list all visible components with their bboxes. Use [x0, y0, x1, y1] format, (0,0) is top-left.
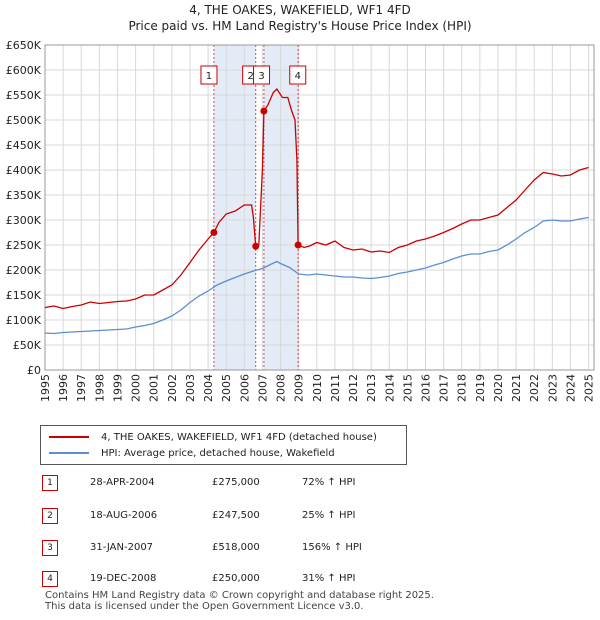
transaction-marker-label: 2	[247, 71, 253, 82]
transaction-date: 19-DEC-2008	[90, 573, 157, 584]
y-tick-label: £0	[27, 364, 41, 377]
transaction-price: £250,000	[212, 573, 260, 584]
x-tick-label: 2021	[510, 374, 523, 402]
x-tick-label: 2010	[311, 374, 324, 402]
x-tick-label: 2007	[256, 374, 269, 402]
y-tick-label: £100K	[6, 314, 42, 327]
y-tick-label: £50K	[13, 339, 42, 352]
x-tick-label: 2018	[456, 374, 469, 402]
x-tick-label: 2016	[419, 374, 432, 402]
transaction-hpi: 156% ↑ HPI	[302, 542, 362, 553]
x-tick-label: 2020	[492, 374, 505, 402]
transaction-row: 4 19-DEC-2008 £250,000 31% ↑ HPI	[40, 569, 420, 589]
y-tick-label: £500K	[6, 114, 42, 127]
x-tick-label: 2011	[329, 374, 342, 402]
transaction-number: 1	[42, 475, 58, 491]
transaction-date: 18-AUG-2006	[90, 510, 158, 521]
x-tick-label: 2008	[275, 374, 288, 402]
transaction-price: £247,500	[212, 510, 260, 521]
transaction-number: 3	[42, 540, 58, 556]
transaction-marker-box	[200, 65, 218, 85]
x-tick-label: 2015	[401, 374, 414, 402]
transaction-date: 28-APR-2004	[90, 477, 155, 488]
x-tick-label: 1999	[111, 374, 124, 402]
transaction-hpi: 31% ↑ HPI	[302, 573, 356, 584]
x-tick-label: 2012	[347, 374, 360, 402]
x-tick-label: 2006	[238, 374, 251, 402]
transaction-point	[210, 229, 218, 236]
y-tick-label: £650K	[6, 39, 42, 52]
y-tick-label: £300K	[6, 214, 42, 227]
transaction-marker-label: 4	[295, 71, 301, 82]
y-tick-label: £350K	[6, 189, 42, 202]
x-tick-label: 2003	[184, 374, 197, 402]
x-tick-label: 2013	[365, 374, 378, 402]
transaction-marker-label: 1	[206, 71, 212, 82]
shaded-period	[213, 45, 256, 370]
x-tick-label: 2017	[438, 374, 451, 402]
transaction-marker-box	[289, 65, 307, 85]
x-tick-label: 2005	[220, 374, 233, 402]
plot-area	[44, 44, 595, 371]
y-tick-label: £550K	[6, 89, 42, 102]
chart-legend: 4, THE OAKES, WAKEFIELD, WF1 4FD (detach…	[40, 425, 407, 465]
legend-item-property: 4, THE OAKES, WAKEFIELD, WF1 4FD (detach…	[49, 430, 377, 444]
transaction-number: 2	[42, 508, 58, 524]
transaction-hpi: 72% ↑ HPI	[302, 477, 356, 488]
x-tick-label: 1998	[93, 374, 106, 402]
transaction-row: 1 28-APR-2004 £275,000 72% ↑ HPI	[40, 473, 420, 493]
transaction-row: 2 18-AUG-2006 £247,500 25% ↑ HPI	[40, 506, 420, 526]
y-tick-label: £450K	[6, 139, 42, 152]
x-tick-label: 2004	[202, 374, 215, 402]
x-tick-label: 2009	[293, 374, 306, 402]
legend-label-property: 4, THE OAKES, WAKEFIELD, WF1 4FD (detach…	[101, 431, 377, 443]
transaction-price: £275,000	[212, 477, 260, 488]
transaction-date: 31-JAN-2007	[90, 542, 154, 553]
footer-copyright: Contains HM Land Registry data © Crown c…	[45, 590, 434, 601]
x-tick-label: 2000	[130, 374, 143, 402]
transaction-point	[252, 242, 260, 250]
footer-licence: This data is licensed under the Open Gov…	[45, 601, 364, 612]
transaction-number: 4	[42, 571, 58, 587]
x-tick-label: 2024	[564, 374, 577, 402]
y-tick-label: £200K	[6, 264, 42, 277]
legend-swatch-property	[49, 436, 89, 438]
legend-label-hpi: HPI: Average price, detached house, Wake…	[101, 447, 335, 459]
transaction-hpi: 25% ↑ HPI	[302, 510, 356, 521]
x-tick-label: 1995	[39, 374, 52, 402]
x-tick-label: 1996	[57, 374, 70, 402]
transaction-row: 3 31-JAN-2007 £518,000 156% ↑ HPI	[40, 538, 420, 558]
x-tick-label: 2022	[528, 374, 541, 402]
chart-title: 4, THE OAKES, WAKEFIELD, WF1 4FD	[189, 3, 411, 17]
hpi-line	[44, 216, 589, 335]
transaction-marker-label: 3	[258, 71, 264, 82]
x-tick-label: 2001	[148, 374, 161, 402]
x-tick-label: 1997	[75, 374, 88, 402]
transaction-point	[294, 241, 302, 249]
y-tick-label: £250K	[6, 239, 42, 252]
y-tick-label: £150K	[6, 289, 42, 302]
transaction-marker-box	[253, 65, 271, 85]
y-tick-label: £600K	[6, 64, 42, 77]
x-tick-label: 2023	[546, 374, 559, 402]
transaction-point	[260, 107, 268, 115]
x-tick-label: 2025	[583, 374, 596, 402]
legend-item-hpi: HPI: Average price, detached house, Wake…	[49, 446, 335, 460]
legend-swatch-hpi	[49, 452, 89, 454]
y-tick-label: £400K	[6, 164, 42, 177]
x-tick-label: 2014	[383, 374, 396, 402]
x-tick-label: 2002	[166, 374, 179, 402]
property-price-line	[44, 87, 589, 310]
x-tick-label: 2019	[474, 374, 487, 402]
transaction-price: £518,000	[212, 542, 260, 553]
price-chart: £0 £50K £100K £150K £200K £250K £300K £350K £400…	[6, 39, 596, 402]
chart-subtitle: Price paid vs. HM Land Registry's House …	[128, 19, 472, 33]
